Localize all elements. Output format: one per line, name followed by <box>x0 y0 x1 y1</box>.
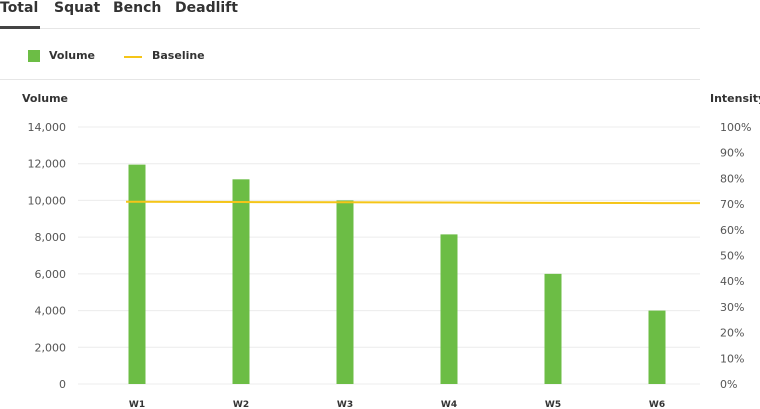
y-tick-label-left: 0 <box>59 378 66 391</box>
y-tick-label-left: 12,000 <box>28 158 67 171</box>
volume-swatch <box>28 50 40 62</box>
x-tick-label: W5 <box>545 400 561 409</box>
chart-legend: Volume Baseline <box>0 29 700 80</box>
baseline-line <box>126 200 700 205</box>
y-tick-label-right: 70% <box>720 198 744 211</box>
baseline-swatch <box>124 56 142 58</box>
tab-bar: Total Squat Bench Deadlift <box>0 0 700 29</box>
y-tick-label-right: 60% <box>720 224 744 237</box>
x-tick-label: W2 <box>233 400 249 409</box>
y-axis-right-title: Intensity <box>710 92 760 105</box>
y-tick-label-left: 6,000 <box>35 268 67 281</box>
y-axis-left-title: Volume <box>22 92 68 105</box>
volume-bar <box>336 200 354 384</box>
y-tick-label-right: 90% <box>720 147 744 160</box>
tab-squat[interactable]: Squat <box>54 0 101 16</box>
volume-bar <box>440 234 458 384</box>
x-tick-label: W6 <box>649 400 665 409</box>
y-tick-label-right: 20% <box>720 327 744 340</box>
x-tick-label: W3 <box>337 400 353 409</box>
x-tick-label: W1 <box>129 400 145 409</box>
y-tick-label-right: 0% <box>720 378 737 391</box>
y-tick-label-right: 40% <box>720 275 744 288</box>
y-tick-label-left: 8,000 <box>35 231 67 244</box>
volume-bar <box>232 179 250 384</box>
tab-bench[interactable]: Bench <box>113 0 162 16</box>
volume-bar <box>128 164 146 384</box>
y-tick-label-left: 10,000 <box>28 194 67 207</box>
volume-bar <box>648 310 666 384</box>
y-tick-label-left: 4,000 <box>35 305 67 318</box>
tab-deadlift[interactable]: Deadlift <box>175 0 238 16</box>
y-tick-label-right: 10% <box>720 352 744 365</box>
tab-total[interactable]: Total <box>0 0 40 29</box>
y-tick-label-left: 2,000 <box>35 341 67 354</box>
y-tick-label-right: 100% <box>720 121 751 134</box>
y-tick-label-left: 14,000 <box>28 121 67 134</box>
legend-baseline-label: Baseline <box>152 49 205 62</box>
volume-bar <box>544 273 562 384</box>
y-tick-label-right: 30% <box>720 301 744 314</box>
y-tick-label-right: 50% <box>720 250 744 263</box>
x-tick-label: W4 <box>441 400 457 409</box>
legend-volume-label: Volume <box>49 49 95 62</box>
y-tick-label-right: 80% <box>720 172 744 185</box>
